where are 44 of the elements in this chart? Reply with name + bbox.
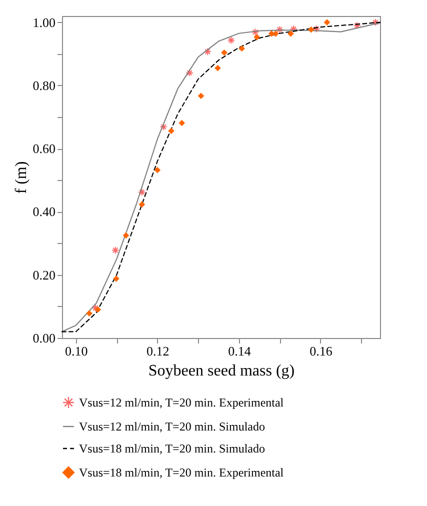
point [198,92,204,100]
y-tick-label: 0.40 [32,204,56,220]
point [204,48,212,56]
point [221,49,228,56]
point [308,26,314,33]
x-tick-label: 0.10 [64,344,88,358]
point [251,28,260,36]
point [113,275,120,282]
point [94,306,102,313]
y-tick-label: 0.00 [32,330,56,346]
y-tick-label: 0.80 [32,78,56,93]
point [238,45,245,52]
point [227,36,236,44]
point [138,201,146,208]
point [122,232,130,239]
point [186,68,194,77]
point [112,246,120,254]
point [324,19,330,26]
x-axis-title: Soybeen seed mass (g) [148,362,295,380]
legend-label: Vsus=12 ml/min, T=20 min. Simulado [79,420,265,434]
point [154,166,161,174]
point [168,128,174,134]
legend-label: Vsus=12 ml/min, T=20 min. Experimental [79,396,284,410]
point [138,188,146,196]
point [214,64,221,72]
y-tick-label: 0.60 [32,141,56,156]
point [178,120,186,126]
y-tick-label: 0.20 [32,267,56,282]
point [288,30,294,37]
point [254,34,260,40]
y-tick-label: 1.00 [32,14,56,30]
point [160,122,168,131]
point [276,26,284,34]
point [290,25,298,33]
x-tick-label: 0.14 [228,344,252,358]
legend-label: Vsus=18 ml/min, T=20 min. Experimental [79,466,284,480]
y-axis-title: f (m) [12,161,30,194]
point [86,310,92,317]
x-tick-label: 0.16 [310,344,333,358]
legend-label: Vsus=18 ml/min, T=20 min. Simulado [79,442,265,456]
point [312,25,320,33]
x-tick-label: 0.12 [146,344,170,358]
point [353,22,362,30]
point [372,18,380,26]
